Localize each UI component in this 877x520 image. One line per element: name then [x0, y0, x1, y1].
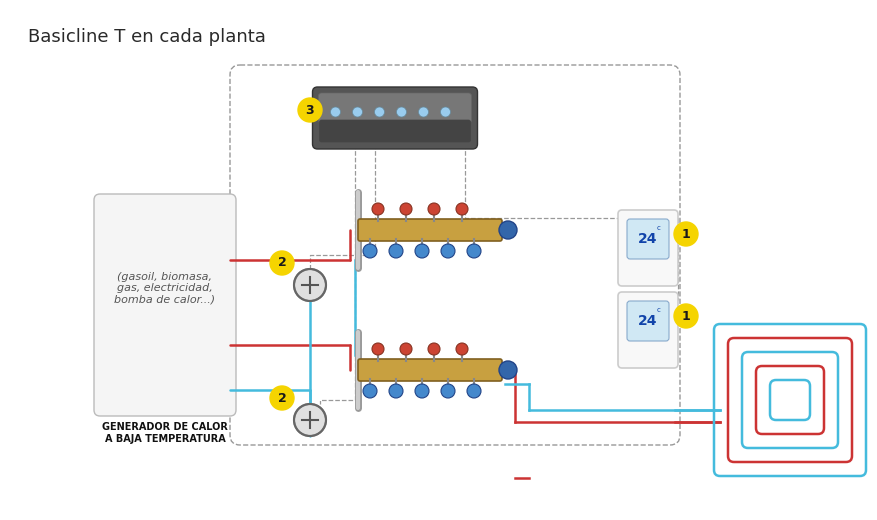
Text: 1: 1 [681, 228, 689, 240]
Text: 24: 24 [638, 314, 657, 328]
Circle shape [467, 384, 481, 398]
FancyBboxPatch shape [358, 219, 502, 241]
Circle shape [297, 98, 322, 122]
Text: 3: 3 [305, 103, 314, 116]
Circle shape [374, 107, 384, 117]
Circle shape [674, 304, 697, 328]
Circle shape [415, 384, 429, 398]
FancyBboxPatch shape [358, 359, 502, 381]
Circle shape [467, 244, 481, 258]
Circle shape [352, 107, 362, 117]
Circle shape [400, 343, 411, 355]
Circle shape [440, 107, 450, 117]
Circle shape [372, 343, 383, 355]
Circle shape [389, 384, 403, 398]
Text: Basicline T en cada planta: Basicline T en cada planta [28, 28, 266, 46]
FancyBboxPatch shape [94, 194, 236, 416]
Circle shape [400, 203, 411, 215]
Text: 2: 2 [277, 392, 286, 405]
Circle shape [427, 343, 439, 355]
Text: 1: 1 [681, 309, 689, 322]
Text: A BAJA TEMPERATURA: A BAJA TEMPERATURA [104, 434, 225, 444]
Circle shape [294, 269, 325, 301]
Text: GENERADOR DE CALOR: GENERADOR DE CALOR [102, 422, 228, 432]
Circle shape [362, 384, 376, 398]
Text: 24: 24 [638, 232, 657, 246]
Circle shape [455, 203, 467, 215]
Circle shape [330, 107, 340, 117]
Circle shape [294, 404, 325, 436]
Circle shape [418, 107, 428, 117]
Circle shape [372, 203, 383, 215]
Circle shape [396, 107, 406, 117]
Circle shape [674, 222, 697, 246]
Circle shape [455, 343, 467, 355]
Text: c: c [656, 307, 660, 313]
Circle shape [270, 251, 294, 275]
Circle shape [440, 244, 454, 258]
FancyBboxPatch shape [626, 219, 668, 259]
FancyBboxPatch shape [626, 301, 668, 341]
Circle shape [440, 384, 454, 398]
FancyBboxPatch shape [617, 292, 677, 368]
Circle shape [498, 361, 517, 379]
Text: 2: 2 [277, 256, 286, 269]
FancyBboxPatch shape [617, 210, 677, 286]
Text: (gasoil, biomasa,
gas, electricidad,
bomba de calor...): (gasoil, biomasa, gas, electricidad, bom… [114, 271, 216, 305]
Circle shape [498, 221, 517, 239]
Circle shape [270, 386, 294, 410]
FancyBboxPatch shape [312, 87, 477, 149]
Circle shape [389, 244, 403, 258]
FancyBboxPatch shape [318, 93, 471, 123]
Circle shape [362, 244, 376, 258]
Circle shape [415, 244, 429, 258]
FancyBboxPatch shape [319, 120, 470, 142]
Text: c: c [656, 225, 660, 231]
Circle shape [427, 203, 439, 215]
